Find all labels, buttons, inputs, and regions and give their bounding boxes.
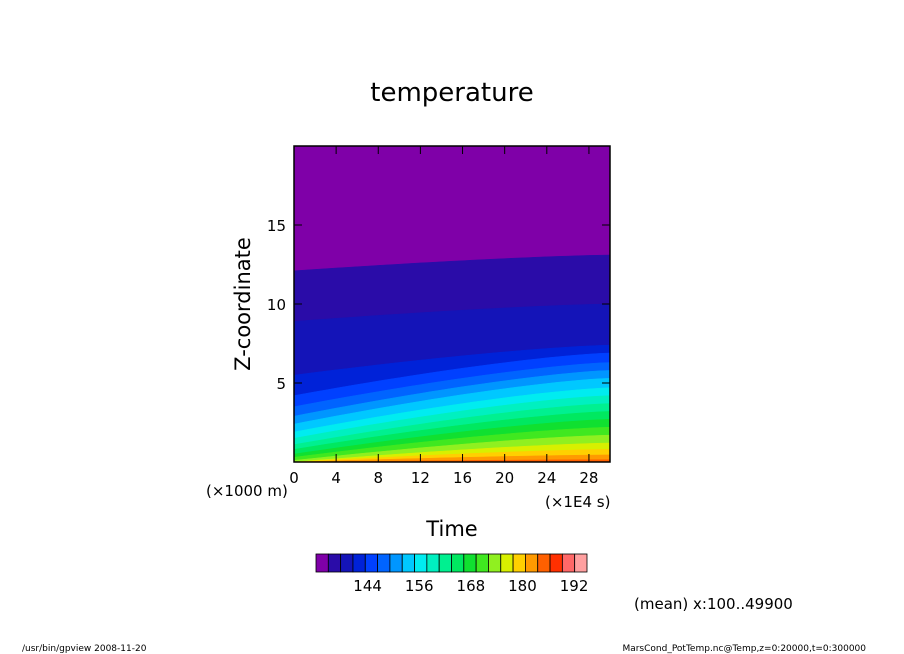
x-tick-label: 12 xyxy=(411,469,430,487)
colorbar-swatch xyxy=(500,553,514,573)
y-tick-label: 15 xyxy=(267,217,286,235)
y-tick-label: 5 xyxy=(276,375,286,393)
colorbar-swatch xyxy=(525,553,539,573)
colorbar-swatch xyxy=(389,553,403,573)
colorbar-swatch xyxy=(561,553,576,573)
colorbar-tick-label: 180 xyxy=(508,577,537,595)
footer-left: /usr/bin/gpview 2008-11-20 xyxy=(22,644,147,654)
colorbar-swatch xyxy=(364,553,378,573)
colorbar-swatch xyxy=(340,553,354,573)
x-tick-label: 28 xyxy=(579,469,598,487)
colorbar-swatch xyxy=(327,553,342,573)
colorbar-swatch xyxy=(401,553,415,573)
colorbar-swatch xyxy=(549,553,563,573)
colorbar-tick-label: 144 xyxy=(353,577,382,595)
y-axis-unit: (×1000 m) xyxy=(206,482,288,500)
x-tick-label: 0 xyxy=(289,469,299,487)
colorbar-tick-label: 192 xyxy=(560,577,589,595)
colorbar-swatch xyxy=(426,553,440,573)
x-tick-label: 20 xyxy=(495,469,514,487)
x-tick-label: 24 xyxy=(537,469,556,487)
colorbar-swatch xyxy=(488,553,502,573)
colorbar-swatch xyxy=(574,553,588,573)
colorbar: 144 156 168 180 192 xyxy=(315,553,589,595)
colorbar-swatch xyxy=(463,553,477,573)
x-tick-label: 4 xyxy=(331,469,341,487)
colorbar-swatch xyxy=(475,553,489,573)
colorbar-swatch xyxy=(451,553,465,573)
colorbar-tick-label: 156 xyxy=(405,577,434,595)
mean-annotation: (mean) x:100..49900 xyxy=(634,595,793,613)
colorbar-swatch xyxy=(512,553,526,573)
axis-ticks: 0 4 8 12 16 20 24 28 5 10 15 xyxy=(267,146,610,487)
colorbar-swatch xyxy=(377,553,391,573)
y-axis-label: Z-coordinate xyxy=(231,237,255,371)
chart-title: temperature xyxy=(370,78,533,108)
colorbar-tick-label: 168 xyxy=(457,577,486,595)
contour-field xyxy=(293,146,611,463)
colorbar-swatch xyxy=(414,553,428,573)
colorbar-swatch xyxy=(438,553,452,573)
x-tick-label: 8 xyxy=(373,469,383,487)
x-axis-label: Time xyxy=(425,517,477,541)
x-tick-label: 16 xyxy=(453,469,472,487)
y-tick-label: 10 xyxy=(267,296,286,314)
colorbar-swatch xyxy=(315,553,329,573)
colorbar-swatch xyxy=(352,553,366,573)
colorbar-swatch xyxy=(537,553,551,573)
footer-right: MarsCond_PotTemp.nc@Temp,z=0:20000,t=0:3… xyxy=(622,644,866,654)
x-axis-unit: (×1E4 s) xyxy=(545,493,610,511)
